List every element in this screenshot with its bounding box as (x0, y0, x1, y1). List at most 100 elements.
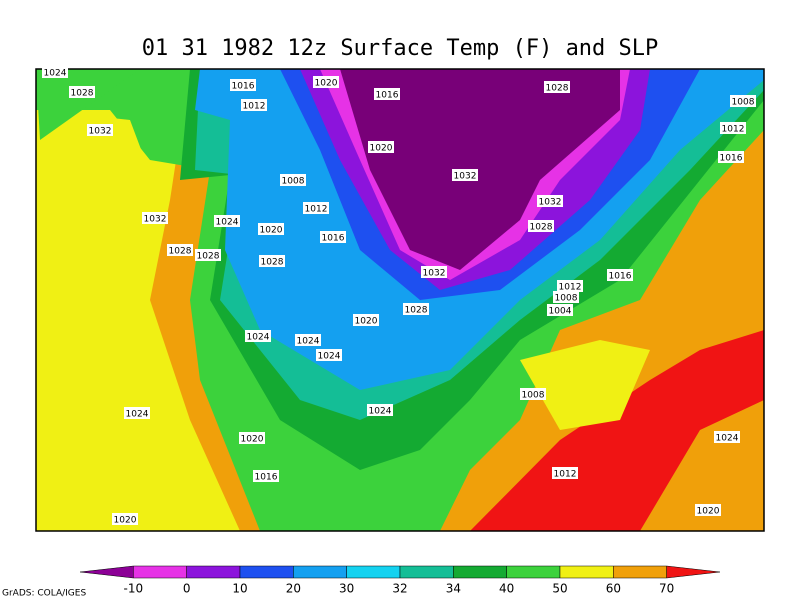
isobar-label-box (245, 330, 271, 342)
isobar-label-box (316, 349, 342, 361)
isobar-label: 1028 (169, 247, 192, 257)
colorbar-label: 20 (286, 582, 301, 596)
isobar-label: 1016 (720, 154, 743, 164)
colorbar-label: 70 (659, 582, 674, 596)
isobar-label-box (421, 266, 447, 278)
colorbar-swatch (613, 565, 667, 579)
isobar-label-box (253, 470, 279, 482)
isobar-label: 1028 (530, 223, 553, 233)
map-title: 01 31 1982 12z Surface Temp (F) and SLP (142, 36, 659, 61)
isobar-label: 1012 (243, 102, 266, 112)
isobar-label: 1028 (197, 252, 220, 262)
isobar-label: 1024 (318, 352, 341, 362)
isobar-label: 1012 (559, 283, 582, 293)
isobar-label: 1016 (376, 91, 399, 101)
isobar-label: 1016 (322, 234, 345, 244)
isobar-label-box (368, 141, 394, 153)
isobar-label-box (280, 174, 306, 186)
colorbar-swatch (346, 565, 401, 579)
isobar-label: 1020 (241, 435, 264, 445)
isobar-label: 1008 (732, 98, 755, 108)
isobar-label-box (720, 122, 746, 134)
colorbar-swatch (79, 565, 134, 579)
isobar-label: 1024 (126, 410, 149, 420)
isobar-label-box (552, 467, 578, 479)
isobar-label: 1012 (722, 125, 745, 135)
isobar-label: 1016 (255, 473, 278, 483)
colorbar-label: 0 (183, 582, 191, 596)
isobar-label: 1024 (716, 434, 739, 444)
isobar-label: 1024 (297, 337, 320, 347)
isobar-label-box (695, 504, 721, 516)
isobar-label: 1020 (697, 507, 720, 517)
colorbar-label: -10 (124, 582, 144, 596)
isobar-label: 1028 (546, 84, 569, 94)
isobar-label-box (528, 220, 554, 232)
isobar-label-box (353, 314, 379, 326)
isobar-label-box (195, 249, 221, 261)
isobar-label: 1012 (554, 470, 577, 480)
isobar-label-box (607, 269, 633, 281)
isobar-label-box (87, 124, 113, 136)
isobar-label-box (730, 95, 756, 107)
isobar-label: 1016 (232, 82, 255, 92)
isobar-label-box (239, 432, 265, 444)
colorbar-label: 50 (552, 582, 567, 596)
isobar-label-box (303, 202, 329, 214)
isobar-label: 1028 (405, 306, 428, 316)
isobar-label: 1020 (370, 144, 393, 154)
isobar-label: 1008 (555, 294, 578, 304)
temperature-field (36, 69, 764, 531)
isobar-label: 1032 (144, 215, 167, 225)
isobar-label-box (452, 169, 478, 181)
isobar-label-box (367, 404, 393, 416)
isobar-label-box (142, 212, 168, 224)
isobar-label: 1008 (282, 177, 305, 187)
isobar-label-box (214, 215, 240, 227)
colorbar-swatch (133, 565, 187, 579)
isobar-label-box (553, 291, 579, 303)
isobar-label: 1020 (114, 516, 137, 526)
isobar-label: 1032 (423, 269, 446, 279)
map-frame (35, 68, 765, 532)
colorbar-label: 30 (339, 582, 354, 596)
isobar-label-box (259, 255, 285, 267)
isobar-label: 1012 (305, 205, 328, 215)
isobar-label: 1020 (355, 317, 378, 327)
isobar-label: 1032 (89, 127, 112, 137)
isobar-label: 1004 (549, 307, 572, 317)
isobar-label-box (258, 223, 284, 235)
isobar-label-box (124, 407, 150, 419)
isobar-label-box (520, 388, 546, 400)
isobar-label-box (547, 304, 573, 316)
isobar-label: 1032 (454, 172, 477, 182)
isobar-label: 1008 (522, 391, 545, 401)
isobar-label: 1032 (539, 198, 562, 208)
isobar-label-box (241, 99, 267, 111)
colorbar-swatch (453, 565, 507, 579)
colorbar-label: 34 (446, 582, 461, 596)
isobar-label-box (320, 231, 346, 243)
isobar-label: 1028 (261, 258, 284, 268)
isobar-label-box (714, 431, 740, 443)
colorbar-swatch (666, 565, 721, 579)
isobar-label-box (230, 79, 256, 91)
isobar-label: 1024 (44, 69, 67, 79)
colorbar-swatch (399, 565, 454, 579)
isobar-label: 1020 (260, 226, 283, 236)
colorbar-label: 40 (499, 582, 514, 596)
isobar-label: 1024 (216, 218, 239, 228)
colorbar-swatch (186, 565, 241, 579)
isobar-label-box (374, 88, 400, 100)
isobar-label-box (537, 195, 563, 207)
isobar-label-box (112, 513, 138, 525)
isobar-label: 1016 (609, 272, 632, 282)
colorbar-label: 32 (392, 582, 407, 596)
footer: GrADS: COLA/IGES (2, 589, 86, 599)
isobar-label-box (42, 66, 68, 78)
isobar-label: 1020 (315, 79, 338, 89)
isobar-label-box (403, 303, 429, 315)
colorbar-swatch (239, 565, 294, 579)
isobar-label: 1024 (369, 407, 392, 417)
